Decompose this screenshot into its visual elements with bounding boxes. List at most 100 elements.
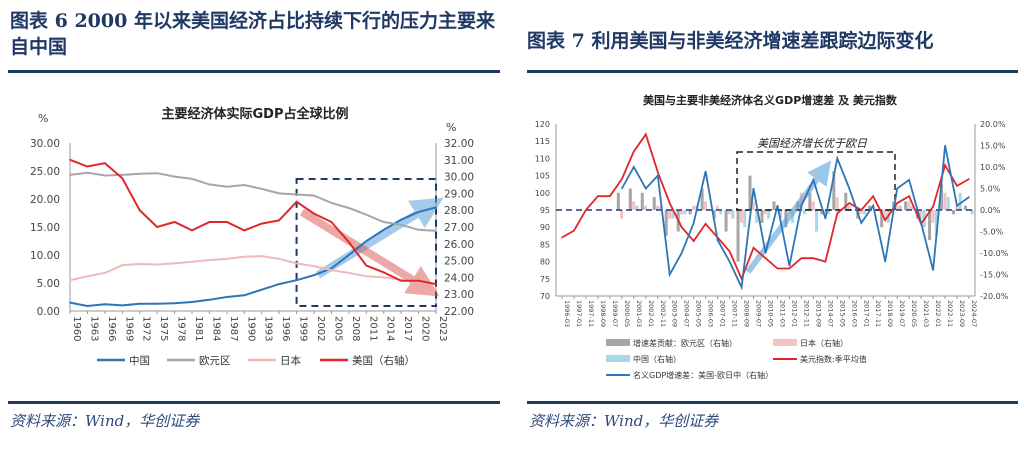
bar-2 [731, 210, 735, 219]
data-point [208, 259, 211, 261]
bar-1 [727, 210, 731, 215]
data-point [932, 269, 934, 271]
data-point [382, 276, 385, 279]
data-point [330, 269, 333, 271]
x-tick-label: 2023 [437, 316, 448, 341]
x-tick-label: 2014-07 [826, 300, 834, 327]
legend-label: 日本（右轴） [800, 338, 848, 348]
data-point [669, 273, 671, 276]
growth-gap-dollar-chart: 美国与主要非美经济体名义GDP增速差 及 美元指数 70 75 80 85 90 95 100… [535, 93, 1009, 380]
data-point [968, 196, 970, 198]
x-tick-label: 2002 [315, 316, 326, 341]
y-tick-label: 110 [535, 154, 550, 163]
data-point [896, 202, 898, 204]
data-point [752, 247, 755, 249]
y-tick-label: 5.00 [37, 278, 60, 290]
data-point [692, 222, 695, 224]
data-point [382, 271, 385, 274]
data-point [365, 264, 368, 267]
x-tick-label: 1997-11 [587, 300, 595, 327]
y2-tick-label: 5.0% [980, 185, 1001, 194]
bar-0 [652, 197, 656, 210]
data-point [313, 265, 315, 268]
data-point [836, 212, 839, 215]
x-tick-label: 2000-05 [623, 300, 631, 327]
data-point [330, 221, 333, 223]
bar-0 [760, 210, 764, 223]
data-point [920, 222, 922, 224]
chart-title: 主要经济体实际GDP占全球比例 [162, 106, 349, 122]
x-tick-label: 2015-05 [838, 300, 846, 327]
data-point [69, 174, 71, 176]
data-point [138, 302, 141, 305]
data-point [173, 262, 176, 265]
data-point [836, 157, 839, 160]
bar-2 [779, 210, 783, 219]
y-tick-label: 30.00 [30, 138, 60, 150]
data-point [400, 223, 402, 226]
data-point [104, 272, 106, 274]
data-point [633, 166, 635, 168]
data-point [226, 185, 228, 188]
bar-2 [958, 192, 962, 210]
x-tick-label: 1997-01 [575, 300, 583, 327]
legend-label: 名义GDP增速差：美国-欧日中（右轴） [633, 370, 773, 380]
bar-2 [862, 210, 866, 215]
data-point [573, 229, 575, 232]
legend-label: 欧元区 [199, 355, 231, 367]
data-point [295, 201, 298, 203]
y-tick-label: 70 [540, 292, 550, 301]
highlight-box [295, 178, 438, 307]
bar-1 [680, 210, 684, 215]
y2-tick-label: 25.00 [444, 256, 474, 268]
data-point [208, 183, 211, 186]
bar-1 [823, 210, 827, 215]
y-tick-label: 90 [540, 223, 550, 232]
data-point [156, 172, 158, 175]
data-point [260, 188, 263, 190]
data-point [382, 221, 385, 223]
x-tick-label: 2009-07 [755, 300, 763, 327]
legend-label: 美元指数:季平均值 [800, 354, 867, 364]
data-point [645, 133, 647, 136]
data-point [692, 240, 695, 242]
data-point [86, 171, 89, 174]
bar-2 [755, 210, 759, 223]
data-point [226, 258, 228, 260]
x-tick-label: 1996-03 [563, 300, 571, 327]
bar-0 [904, 201, 908, 210]
data-point [645, 187, 647, 190]
bar-2 [767, 210, 771, 219]
annotation-text: 美国经济增长优于欧日 [757, 137, 868, 150]
y2-tick-label: 24.00 [444, 272, 474, 284]
bar-1 [703, 201, 707, 210]
chart-title: 美国与主要非美经济体名义GDP增速差 及 美元指数 [643, 93, 898, 107]
bar-2 [719, 210, 723, 215]
y2-tick-label: -5.0% [980, 228, 1004, 237]
legend-label: 增速差贡献：欧元区（右轴） [633, 338, 737, 348]
bar-0 [963, 205, 967, 210]
data-point [365, 213, 368, 216]
x-tick-label: 1987 [228, 316, 239, 341]
x-tick-label: 2011 [367, 316, 378, 341]
data-point [173, 221, 176, 223]
data-point [138, 209, 141, 211]
data-point [208, 299, 211, 301]
data-point [69, 279, 71, 282]
data-point [313, 194, 315, 197]
annotation-box [736, 151, 896, 211]
data-point [435, 283, 437, 285]
y2-axis-unit: % [446, 121, 456, 134]
x-tick-label: 1972 [141, 316, 152, 341]
x-tick-label: 1996 [280, 316, 291, 341]
x-tick-label: 1984 [210, 316, 221, 341]
y-tick-label: 25.00 [30, 166, 60, 178]
legend-swatch [773, 339, 797, 346]
bar-1 [763, 210, 767, 215]
data-point [104, 174, 106, 177]
figure-7-bottom-rule [527, 401, 1018, 404]
bar-1 [847, 205, 851, 210]
data-point [121, 177, 124, 180]
x-tick-label: 1993 [263, 316, 274, 341]
x-tick-label: 2008-09 [743, 300, 751, 327]
